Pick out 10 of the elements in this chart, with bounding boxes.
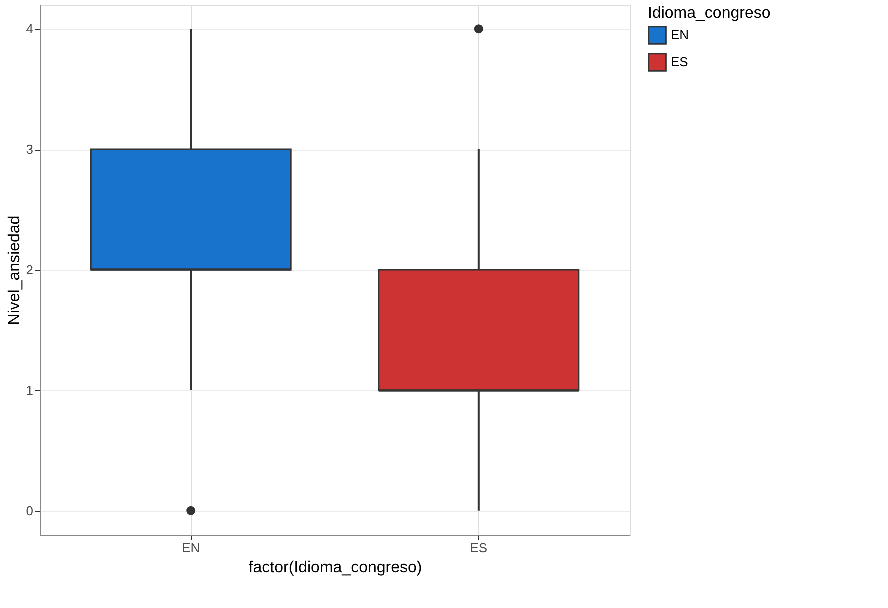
y-tick-label: 2 — [26, 262, 34, 278]
y-axis-title: Nivel_ansiedad — [6, 216, 24, 326]
legend-label: EN — [671, 28, 690, 42]
legend-label: ES — [671, 54, 689, 70]
y-tick-label: 3 — [26, 142, 34, 158]
legend-title: Idioma_congreso — [648, 5, 771, 22]
y-tick-label: 0 — [26, 503, 34, 518]
y-tick-label: 4 — [26, 22, 34, 37]
y-tick-label: 1 — [26, 382, 34, 398]
x-axis-title: factor(Idioma_congreso) — [248, 560, 422, 576]
